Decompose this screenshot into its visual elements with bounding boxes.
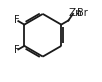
Text: F: F [14,45,19,55]
Text: F: F [14,15,19,25]
Text: Br: Br [77,8,88,18]
Text: Zn: Zn [68,8,82,18]
